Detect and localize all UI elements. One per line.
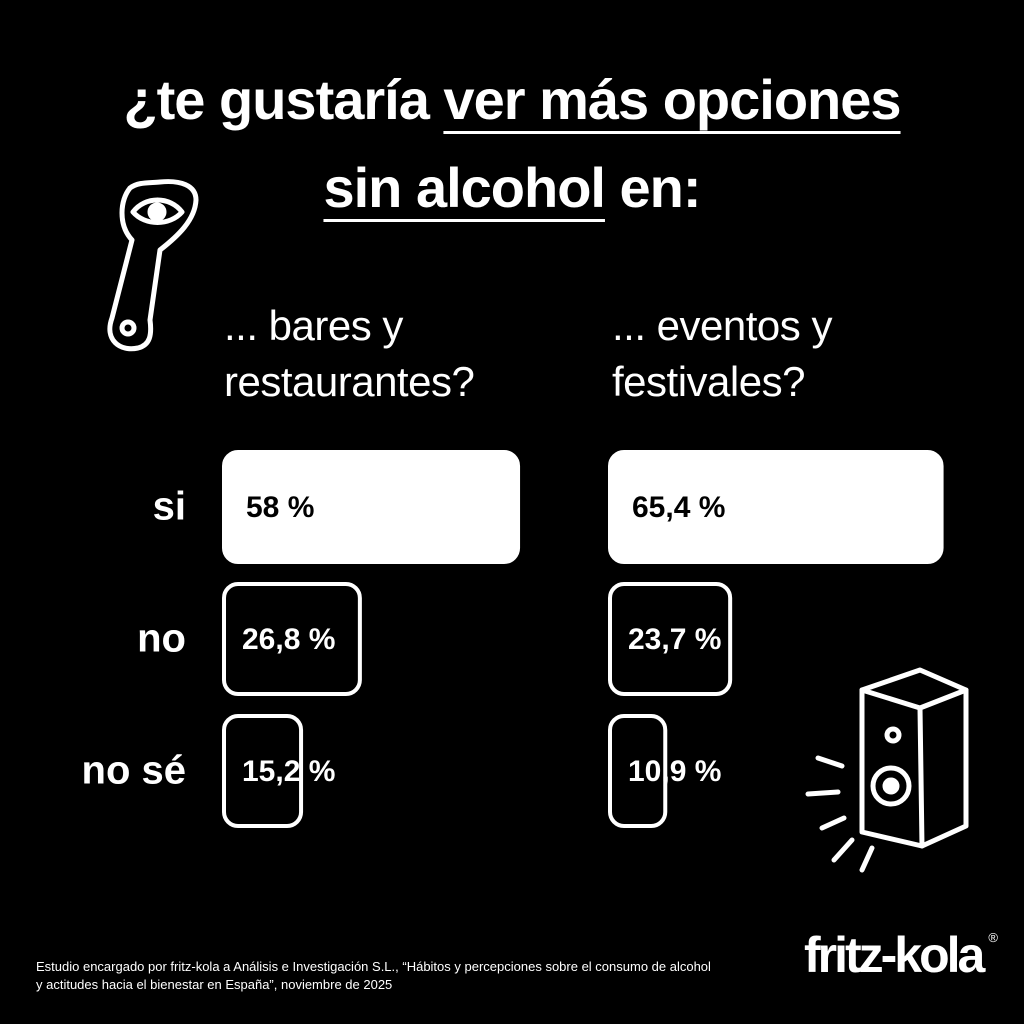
bar xyxy=(608,450,944,564)
bottle-opener-icon xyxy=(107,179,199,352)
bar xyxy=(222,450,521,564)
bar xyxy=(608,582,733,696)
title-segment: sin alcohol xyxy=(323,156,605,219)
title-segment: ver más opciones xyxy=(443,68,901,131)
title-segment: ¿te gustaría xyxy=(123,68,444,131)
chart-subtitle: ... bares y restaurantes? xyxy=(224,302,475,405)
bar xyxy=(222,714,304,828)
bar xyxy=(608,714,668,828)
value-label: 23,7 % xyxy=(628,623,721,656)
chart-subtitle: ... eventos y festivales? xyxy=(612,302,832,405)
footnote: Estudio encargado por fritz-kola a Análi… xyxy=(36,959,711,992)
value-label: 58 % xyxy=(246,491,314,524)
value-label: 26,8 % xyxy=(242,623,335,656)
logo-mark: ® xyxy=(988,930,998,945)
title-segment: en: xyxy=(604,156,702,219)
logo-text: fritz-kola xyxy=(804,927,985,983)
logo: fritz-kola ® xyxy=(804,926,998,984)
bar xyxy=(222,582,362,696)
value-label: 10,9 % xyxy=(628,755,721,788)
category-label: no xyxy=(137,617,186,661)
value-label: 65,4 % xyxy=(632,491,725,524)
title: ¿te gustaría ver más opciones sin alcohol… xyxy=(0,56,1024,232)
speaker-icon xyxy=(805,667,969,873)
category-label: no sé xyxy=(82,749,186,793)
category-label: si xyxy=(153,485,186,529)
value-label: 15,2 % xyxy=(242,755,335,788)
